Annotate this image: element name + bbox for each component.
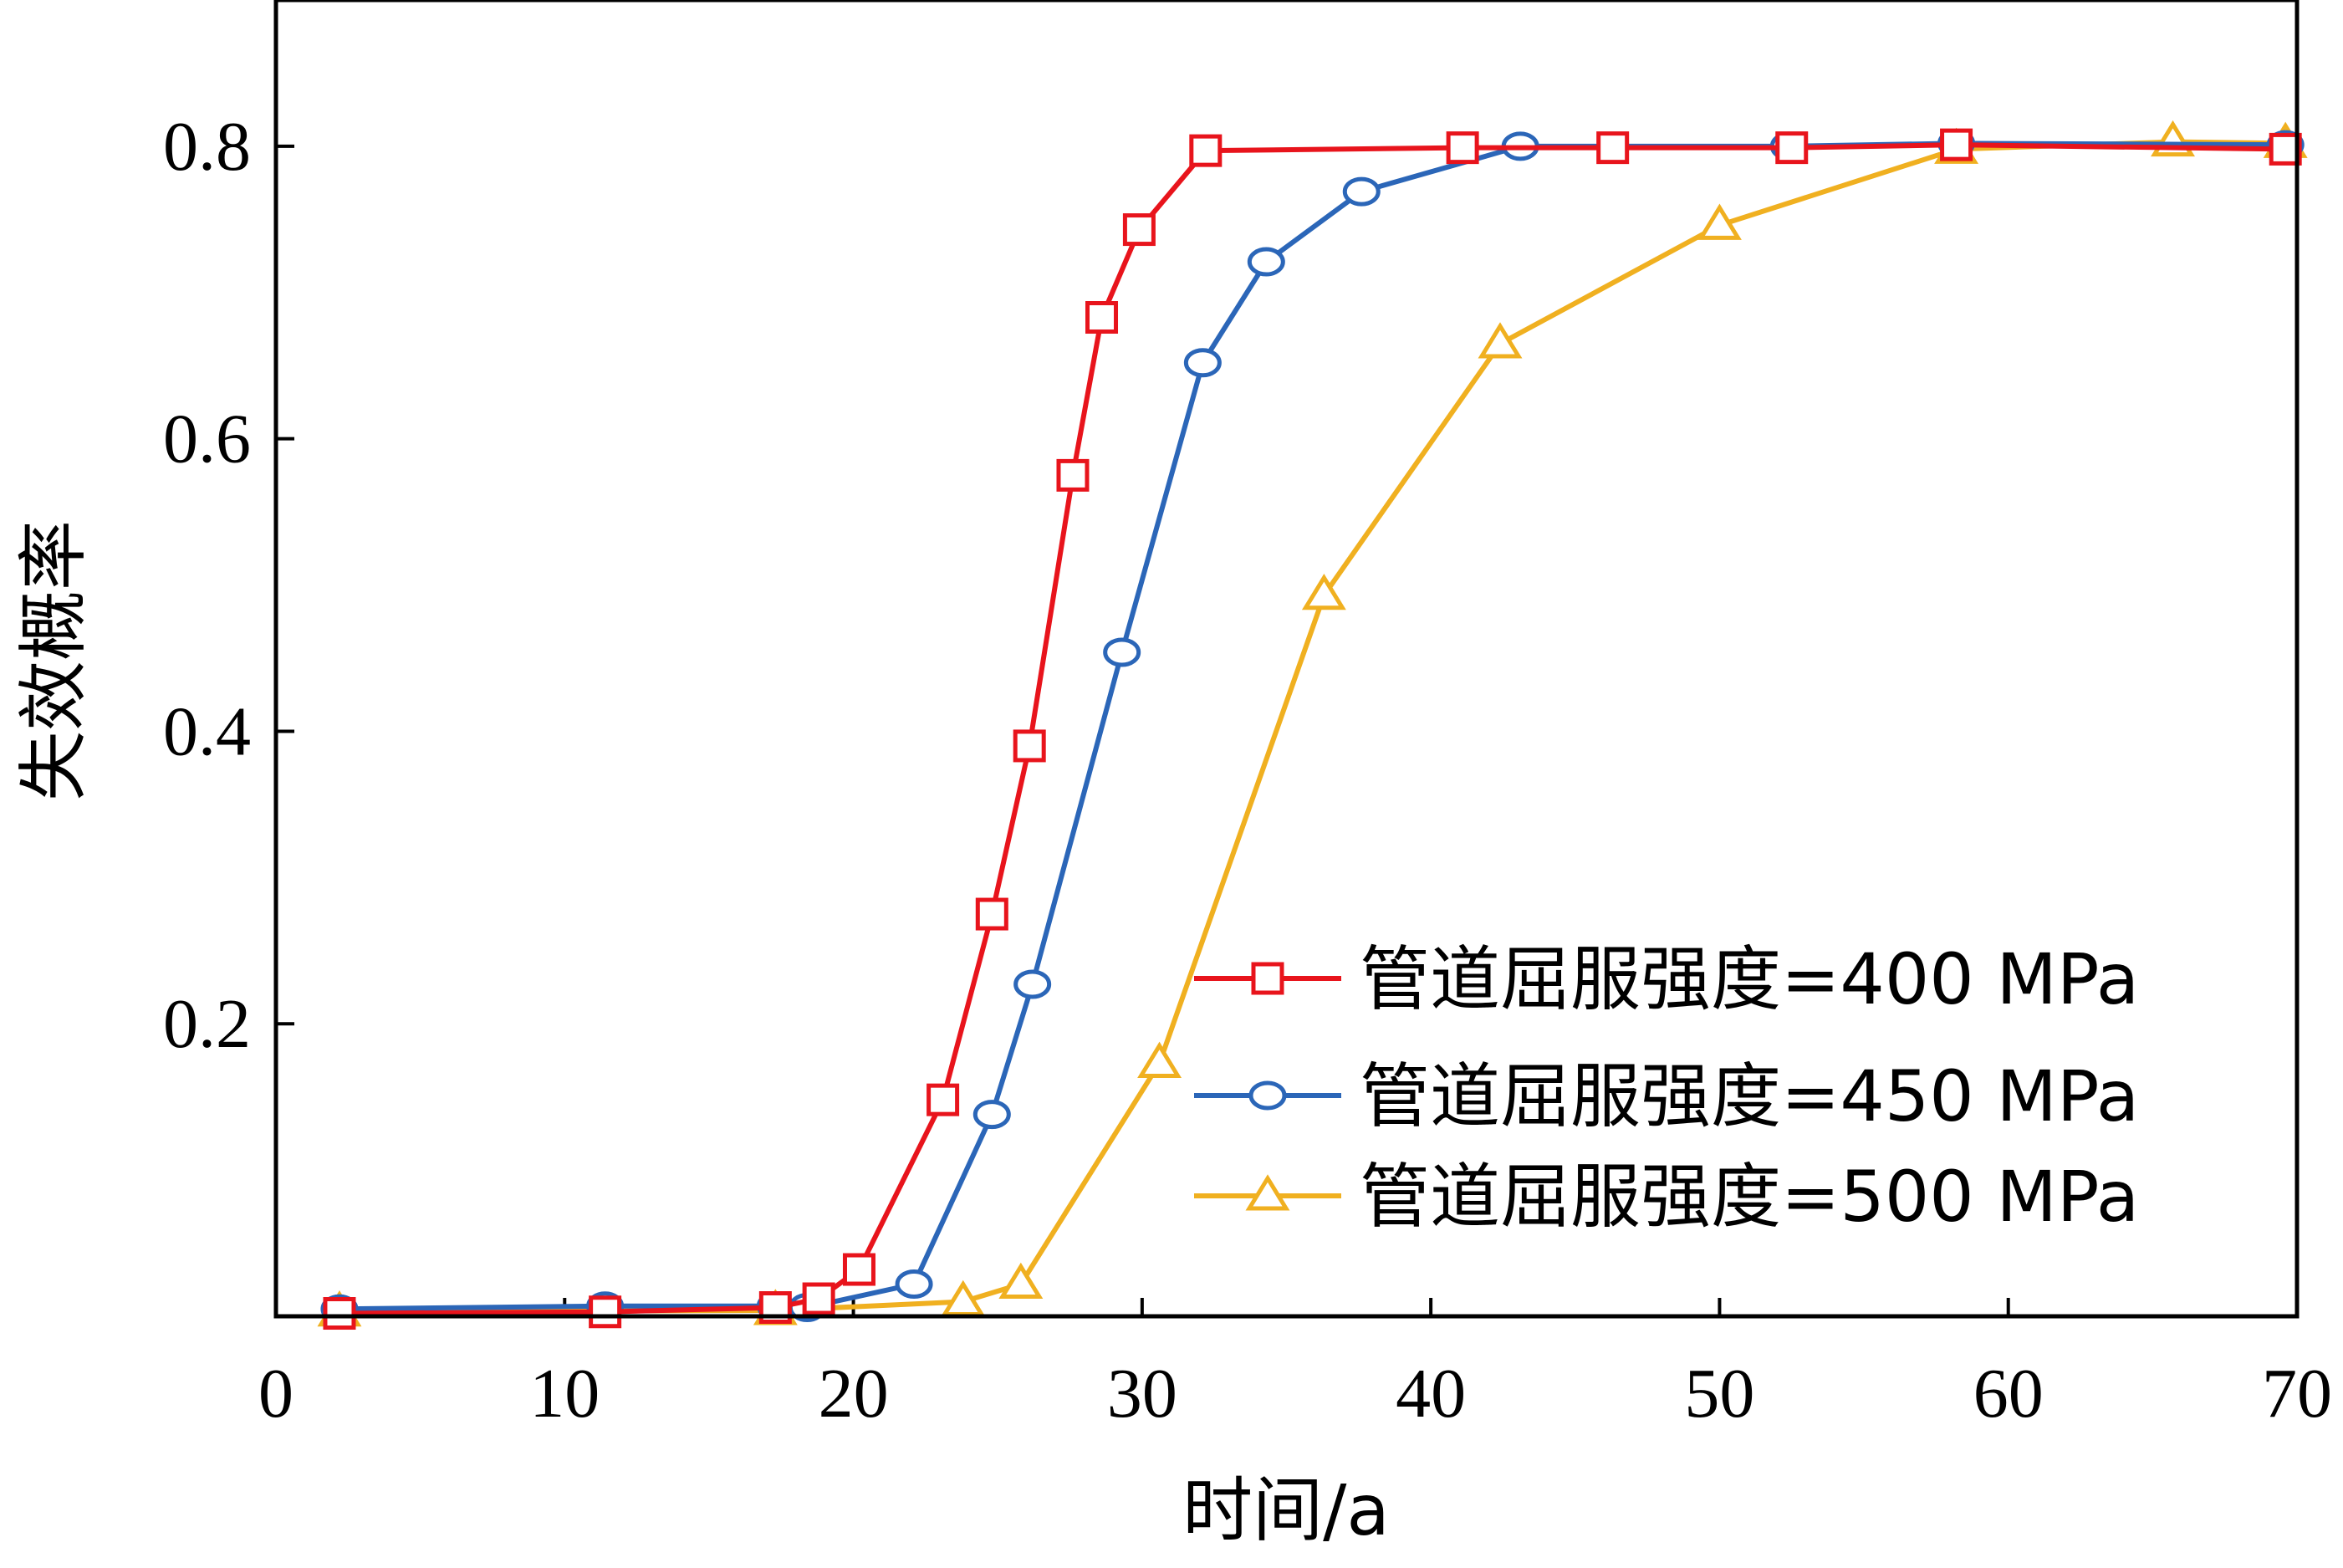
square-marker <box>975 897 1008 931</box>
x-tick-label: 60 <box>1973 1355 2044 1433</box>
square-marker <box>926 1083 960 1116</box>
square-marker <box>1013 729 1046 763</box>
series-layer <box>317 120 2308 1331</box>
square-marker <box>842 1253 875 1286</box>
x-tick-label: 20 <box>819 1355 889 1433</box>
legend: 管道屈服强度=400 MPa 管道屈服强度=450 MPa 管道屈服强度=500 M… <box>1194 938 2139 1238</box>
square-marker <box>802 1282 835 1315</box>
x-axis-title: 时间/a <box>1182 1469 1390 1551</box>
legend-label: 管道屈服强度=500 MPa <box>1360 1156 2139 1238</box>
square-marker <box>1251 962 1284 995</box>
plot-frame <box>273 0 2300 1319</box>
square-marker <box>1189 134 1223 167</box>
circle-marker <box>1013 969 1052 999</box>
square-marker <box>1446 131 1479 165</box>
legend-label: 管道屈服强度=400 MPa <box>1360 938 2139 1020</box>
y-tick-label: 0.2 <box>163 985 251 1063</box>
triangle-marker <box>998 1262 1044 1300</box>
triangle-marker <box>1478 322 1523 359</box>
circle-marker <box>1183 348 1222 378</box>
x-tick-label: 70 <box>2262 1355 2332 1433</box>
circle-marker <box>895 1269 933 1300</box>
square-marker <box>1056 458 1090 492</box>
triangle-marker <box>1697 203 1742 240</box>
x-tick-label: 30 <box>1107 1355 1177 1433</box>
square-marker <box>323 1297 356 1331</box>
x-tick-label: 10 <box>529 1355 600 1433</box>
y-axis-title: 失效概率 <box>13 520 94 801</box>
x-tick-label: 40 <box>1396 1355 1466 1433</box>
square-marker <box>1085 301 1119 335</box>
x-tick-label: 0 <box>258 1355 294 1433</box>
x-tick-label: 50 <box>1684 1355 1754 1433</box>
y-tick-label: 0.4 <box>163 692 251 770</box>
legend-entry: 管道屈服强度=400 MPa <box>1194 938 2139 1020</box>
square-marker <box>1775 131 1809 165</box>
legend-entry: 管道屈服强度=450 MPa <box>1194 1055 2139 1137</box>
legend-entry: 管道屈服强度=500 MPa <box>1194 1156 2139 1238</box>
triangle-marker <box>1301 574 1346 610</box>
circle-marker <box>1342 176 1381 207</box>
square-marker <box>1122 213 1156 247</box>
square-marker <box>589 1295 622 1329</box>
y-tick-label: 0.6 <box>163 401 251 478</box>
square-marker <box>1596 131 1630 165</box>
x-axis-ticks: 0 10 20 30 40 50 60 70 <box>258 1298 2332 1433</box>
triangle-marker <box>1245 1174 1290 1211</box>
circle-marker <box>1103 637 1141 667</box>
y-tick-label: 0.8 <box>163 108 251 186</box>
triangle-marker <box>1137 1041 1182 1078</box>
series-square <box>323 128 2302 1331</box>
circle-marker <box>1247 247 1285 277</box>
y-axis-ticks: 0.2 0.4 0.6 0.8 <box>163 108 294 1063</box>
square-marker <box>1940 128 1973 161</box>
circle-marker <box>1248 1080 1287 1111</box>
legend-label: 管道屈服强度=450 MPa <box>1360 1055 2139 1137</box>
circle-marker <box>972 1100 1011 1130</box>
